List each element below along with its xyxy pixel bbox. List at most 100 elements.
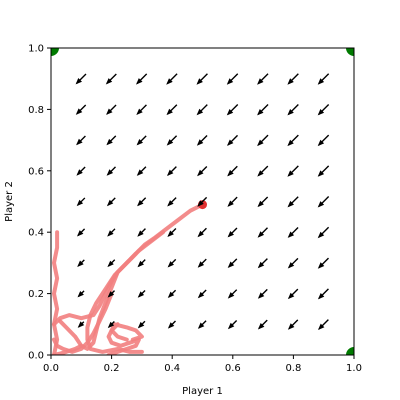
field-arrow (105, 73, 117, 85)
x-tick-label: 0.4 (164, 363, 180, 374)
x-tick-label: 0.6 (225, 363, 241, 374)
field-arrow (317, 103, 330, 116)
x-tick-label: 0.8 (285, 363, 301, 374)
field-arrow (197, 165, 208, 177)
y-tick-label: 0.4 (28, 228, 44, 239)
field-arrow (227, 319, 238, 330)
field-arrow (226, 103, 239, 116)
trajectory-layer (52, 200, 207, 355)
field-arrow (166, 104, 178, 116)
field-arrow (167, 197, 177, 207)
field-arrow (106, 104, 117, 115)
field-arrow (197, 227, 207, 238)
axis-ticks: 0.0 0.2 0.4 0.6 0.8 1.0 0.0 0.2 0.4 0.6 0.8 1.0 (28, 44, 362, 375)
field-arrow (107, 259, 116, 268)
field-arrow (317, 134, 330, 147)
field-arrow (287, 134, 299, 147)
field-arrow (136, 104, 147, 115)
field-arrow (137, 259, 146, 268)
x-tick-label: 0.2 (104, 363, 120, 374)
field-arrow (257, 134, 269, 147)
y-axis-label: Player 2 (4, 181, 15, 222)
field-arrow (226, 73, 239, 85)
trajectory-line (85, 202, 205, 354)
field-arrow (106, 197, 116, 207)
field-arrow (196, 73, 208, 85)
trajectory-line (52, 230, 60, 355)
field-arrow (167, 166, 177, 176)
field-arrow (287, 319, 299, 330)
field-arrow (77, 228, 86, 237)
field-arrow (257, 319, 268, 330)
field-arrow (257, 227, 268, 238)
y-tick-label: 1.0 (28, 44, 44, 55)
field-arrow (257, 258, 268, 269)
field-arrow (137, 320, 146, 329)
y-tick-label: 0.2 (28, 289, 44, 300)
field-arrow (166, 135, 178, 146)
fixed-point-marker (346, 347, 354, 355)
field-arrow (107, 228, 116, 237)
field-arrow (227, 134, 239, 146)
field-arrow (167, 289, 177, 298)
field-arrow (77, 259, 85, 267)
fixed-point-marker (51, 48, 59, 56)
field-arrow (227, 196, 238, 207)
field-arrow (227, 165, 238, 177)
x-axis-label: Player 1 (182, 386, 223, 397)
trajectory-line (52, 343, 84, 355)
field-arrow (106, 166, 117, 176)
trajectory-line (52, 251, 138, 327)
field-arrow (287, 165, 299, 177)
fixed-point-layer (51, 48, 354, 355)
field-arrow (257, 196, 269, 208)
vector-field (75, 73, 330, 330)
field-arrow (196, 135, 208, 146)
field-arrow (167, 320, 176, 329)
field-arrow (76, 135, 86, 146)
field-arrow (287, 227, 299, 238)
field-arrow (317, 226, 330, 239)
field-arrow (197, 289, 207, 299)
y-tick-label: 0.8 (28, 105, 44, 116)
field-arrow (75, 104, 87, 115)
field-arrow (75, 73, 87, 85)
field-arrow (257, 165, 269, 177)
x-tick-label: 0.0 (43, 363, 59, 374)
trajectory-line (109, 322, 144, 342)
plot-frame (50, 47, 355, 356)
field-arrow (137, 228, 146, 237)
field-arrow (197, 196, 208, 207)
field-arrow (196, 104, 208, 116)
field-arrow (227, 227, 238, 238)
field-arrow (257, 73, 269, 85)
field-arrow (107, 290, 116, 298)
field-arrow (257, 103, 269, 116)
field-arrow (137, 289, 146, 298)
x-tick-label: 1.0 (346, 363, 362, 374)
field-arrow (317, 196, 330, 208)
field-arrow (76, 166, 86, 176)
field-arrow (76, 197, 86, 207)
field-arrow (197, 258, 207, 268)
field-arrow (166, 73, 178, 85)
field-arrow (317, 257, 329, 269)
field-arrow (106, 135, 117, 146)
field-arrow (77, 321, 85, 328)
field-arrow (137, 197, 147, 207)
field-arrow (77, 290, 85, 298)
y-tick-label: 0.0 (28, 351, 44, 362)
field-arrow (287, 103, 299, 116)
field-arrow (287, 196, 299, 208)
y-tick-label: 0.6 (28, 166, 44, 177)
field-arrow (317, 73, 330, 85)
field-arrow (136, 73, 148, 85)
field-arrow (136, 135, 147, 146)
field-arrow (107, 321, 115, 329)
fixed-point-marker (346, 48, 354, 56)
field-arrow (197, 320, 207, 329)
field-arrow (287, 288, 299, 300)
field-arrow (287, 257, 299, 269)
field-arrow (227, 258, 238, 268)
